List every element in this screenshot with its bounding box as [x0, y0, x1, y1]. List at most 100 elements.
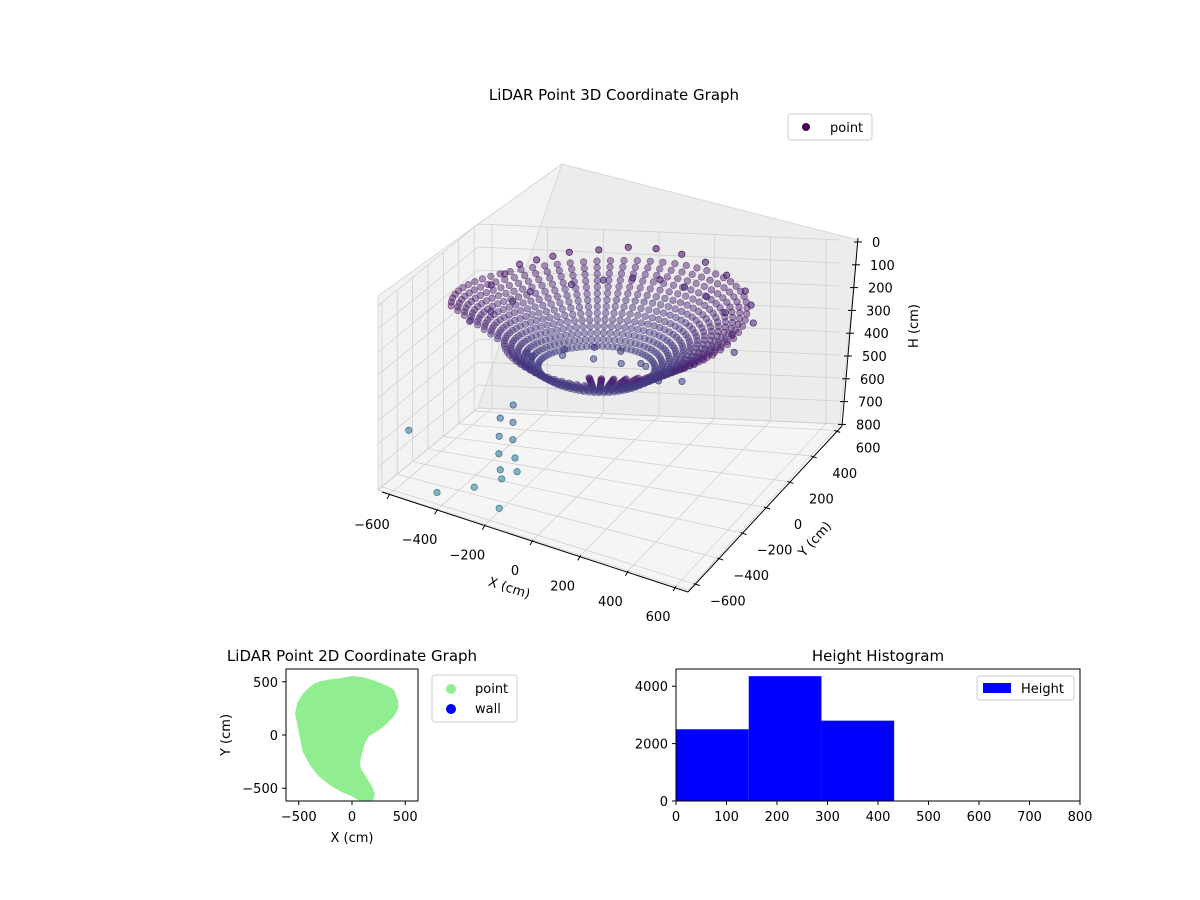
point-3d: [621, 323, 629, 332]
point-3d: [634, 311, 642, 319]
point-3d: [600, 322, 609, 330]
x-tick-3d: [672, 585, 677, 592]
point-3d: [580, 329, 589, 337]
grid-line-h: [377, 407, 841, 491]
ticks-2d: −500 0 500 500 0 −500: [242, 676, 417, 825]
point-3d: [649, 278, 658, 286]
point-3d: [593, 329, 601, 337]
point-3d: [550, 306, 558, 314]
point-3d: [510, 287, 518, 295]
point-3d: [460, 311, 469, 320]
point-3d: [535, 276, 543, 284]
chart-3d: LiDAR Point 3D Coordinate Graph −600 −400…: [354, 86, 922, 625]
point-3d: [586, 322, 594, 331]
point-3d: [505, 281, 513, 290]
y-tick-3d: [693, 583, 701, 587]
point-3d: [667, 266, 675, 274]
point-3d: [474, 321, 482, 329]
point-3d: [645, 336, 653, 344]
grid-line-y: [458, 423, 811, 457]
point-3d: [610, 309, 618, 317]
point-3d: [700, 282, 708, 291]
point-3d: [669, 296, 677, 304]
point-3d: [519, 285, 527, 293]
point-3d: [730, 293, 738, 301]
point-3d: [565, 324, 574, 332]
y-tick-label-3d: 600: [856, 441, 881, 456]
point-3d: [701, 301, 709, 310]
point-3d: [679, 328, 687, 336]
point-3d: [635, 381, 644, 390]
point-3d: [668, 341, 677, 350]
point-3d: [466, 317, 474, 325]
point-3d: [562, 331, 570, 339]
legend-histogram-label: Height: [1021, 682, 1064, 697]
point-3d: [461, 308, 469, 316]
legend-histogram: Height: [976, 675, 1075, 701]
point-3d: [692, 333, 701, 341]
point-3d: [509, 418, 517, 426]
point-3d: [495, 450, 503, 458]
x-tick-label-3d: 0: [511, 564, 519, 579]
point-3d: [665, 328, 673, 336]
point-3d: [532, 332, 540, 340]
x-tick-3d: [529, 539, 534, 546]
point-3d: [605, 270, 614, 278]
y-tick-3d: [787, 480, 794, 484]
point-3d: [712, 300, 720, 308]
point-3d: [630, 332, 638, 340]
point-3d: [683, 301, 691, 309]
y-tick-label-3d: −600: [710, 595, 746, 610]
point-3d: [570, 337, 579, 345]
point-3d: [640, 327, 648, 335]
point-3d: [648, 314, 656, 322]
histogram-bar: [821, 720, 895, 801]
point-3d: [585, 316, 594, 324]
x-tick-label-2d: 0: [348, 810, 356, 825]
point-3d: [510, 273, 519, 282]
point-3d: [499, 305, 508, 314]
point-3d: [669, 331, 677, 339]
z-tick-label-3d: 600: [860, 373, 885, 388]
z-axis-line: [841, 237, 859, 427]
point-3d: [574, 330, 582, 338]
point-3d: [732, 282, 740, 290]
point-3d: [512, 324, 520, 332]
point-3d: [514, 279, 523, 287]
point-3d: [561, 285, 569, 293]
point-3d: [556, 319, 564, 327]
chart-histogram: Height Histogram 0 100 200 300 400 500 600 700 8…: [635, 647, 1093, 825]
point-3d: [701, 258, 709, 266]
point-3d: [590, 343, 599, 351]
point-3d: [601, 387, 609, 396]
point-3d: [617, 347, 625, 355]
point-3d: [725, 288, 734, 296]
point-3d: [480, 325, 488, 334]
point-3d: [487, 307, 495, 316]
point-3d: [557, 382, 566, 390]
point-3d: [741, 287, 749, 295]
point-3d: [735, 314, 744, 323]
point-3d: [652, 307, 661, 315]
point-3d: [507, 344, 515, 352]
point-3d: [650, 322, 658, 330]
point-3d: [634, 325, 642, 334]
point-3d: [631, 318, 639, 326]
point-3d: [723, 337, 731, 346]
point-3d: [536, 330, 545, 338]
point-3d: [553, 326, 561, 334]
point-3d: [707, 327, 716, 335]
point-3d: [451, 290, 459, 299]
point-3d: [628, 384, 636, 392]
point-3d: [558, 305, 566, 313]
point-3d: [649, 338, 658, 346]
x-tick-label-3d: −200: [449, 549, 485, 564]
point-3d: [669, 281, 678, 289]
point-3d: [617, 270, 626, 278]
point-3d: [652, 293, 660, 301]
x-tick-label-histogram: 300: [815, 810, 840, 825]
point-3d: [721, 335, 729, 343]
point-3d: [611, 302, 619, 311]
point-3d: [706, 276, 714, 284]
